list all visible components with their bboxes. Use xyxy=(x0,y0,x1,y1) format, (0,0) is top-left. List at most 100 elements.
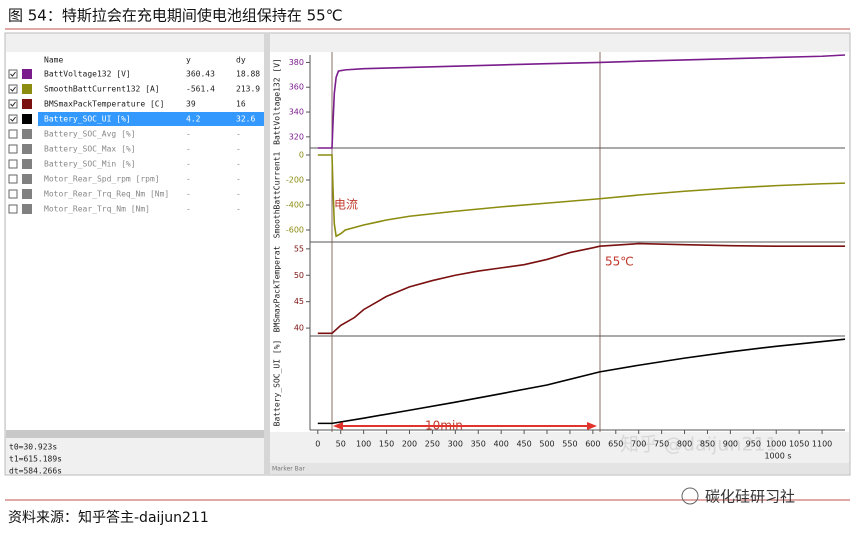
data-line xyxy=(317,242,845,335)
x-tick-label: 300 xyxy=(448,440,463,449)
check xyxy=(10,71,16,77)
cell: Battery_SOC_Max [%] xyxy=(44,145,136,154)
y-axis-label: BattVoltage132 [V] xyxy=(273,58,282,145)
cell: - xyxy=(186,175,191,184)
cell: Battery_SOC_Avg [%] xyxy=(44,130,136,139)
color-swatch xyxy=(22,129,32,139)
y-tick-label: 320 xyxy=(289,132,304,141)
y-tick-label: -200 xyxy=(286,176,304,185)
cell: - xyxy=(186,160,191,169)
cell: - xyxy=(186,205,191,214)
x-tick-label: 450 xyxy=(516,440,531,449)
column-header: Name xyxy=(44,56,63,65)
cell: 39 xyxy=(186,100,196,109)
cell: 32.6 xyxy=(236,115,255,124)
x-tick-label: 950 xyxy=(746,440,761,449)
x-tick-label: 800 xyxy=(677,440,692,449)
y-tick-label: 50 xyxy=(294,271,304,280)
x-tick-label: 1050 xyxy=(789,440,809,449)
cell: - xyxy=(236,205,241,214)
cursor-info: dt=584.266s xyxy=(9,467,62,476)
x-tick-label: 100 xyxy=(356,440,371,449)
y-tick-label: 0 xyxy=(299,151,304,160)
cell: - xyxy=(186,190,191,199)
cell: BMSmaxPackTemperature [C] xyxy=(44,100,164,109)
cell: 213.9 xyxy=(236,85,260,94)
y-tick-label: 55 xyxy=(294,244,304,253)
checkbox xyxy=(8,114,18,124)
x-tick-label: 350 xyxy=(471,440,486,449)
x-tick-label: 150 xyxy=(379,440,394,449)
scrollbar xyxy=(6,430,264,438)
checkbox xyxy=(8,129,18,139)
color-swatch xyxy=(22,204,32,214)
x-tick-label: 600 xyxy=(585,440,600,449)
brand: 碳化硅研习社 xyxy=(705,488,795,506)
cell: Motor_Rear_Trq_Req_Nm [Nm] xyxy=(44,190,169,199)
cell: 16 xyxy=(236,100,246,109)
cell: Motor_Rear_Spd_rpm [rpm] xyxy=(44,175,160,184)
x-tick-label: 50 xyxy=(336,440,346,449)
y-tick-label: -400 xyxy=(286,201,304,210)
cell: - xyxy=(236,190,241,199)
x-tick-label: 0 xyxy=(315,440,320,449)
y-tick-label: 380 xyxy=(289,58,304,67)
checkbox xyxy=(8,144,18,154)
x-tick-label: 650 xyxy=(608,440,623,449)
cell: SmoothBattCurrent132 [A] xyxy=(44,85,160,94)
checkbox xyxy=(8,189,18,199)
y-tick-label: 40 xyxy=(294,324,304,333)
checkbox xyxy=(8,84,18,94)
color-swatch xyxy=(22,114,32,124)
y-tick-label: 340 xyxy=(289,108,304,117)
color-swatch xyxy=(22,99,32,109)
check xyxy=(10,101,16,107)
cell: - xyxy=(186,130,191,139)
data-line xyxy=(317,154,846,238)
marker-bar xyxy=(270,463,849,474)
color-swatch xyxy=(22,174,32,184)
cell: -561.4 xyxy=(186,85,215,94)
cell: - xyxy=(236,130,241,139)
x-tick-label: 700 xyxy=(631,440,646,449)
cell: - xyxy=(236,145,241,154)
cell: Battery_SOC_UI [%] xyxy=(44,115,131,124)
color-swatch xyxy=(22,159,32,169)
cell: Motor_Rear_Trq_Nm [Nm] xyxy=(44,205,150,214)
checkbox xyxy=(8,99,18,109)
annotation: 55℃ xyxy=(605,255,634,269)
cell: 360.43 xyxy=(186,70,215,79)
x-tick-label: 400 xyxy=(494,440,509,449)
cell: - xyxy=(186,145,191,154)
x-tick-label: 500 xyxy=(539,440,554,449)
annotation: 电流 xyxy=(334,198,358,212)
brand-icon xyxy=(681,487,699,505)
y-axis-label: Battery_SOC_UI [%] xyxy=(273,340,282,427)
x-tick-label: 750 xyxy=(654,440,669,449)
data-line xyxy=(317,54,846,149)
x-tick-label: 850 xyxy=(700,440,715,449)
source: 资料来源：知乎答主-daijun211 xyxy=(8,509,209,526)
x-tick-label: 1100 xyxy=(812,440,832,449)
color-swatch xyxy=(22,69,32,79)
channel-list xyxy=(6,52,264,430)
color-swatch xyxy=(22,84,32,94)
check xyxy=(10,86,16,92)
color-swatch xyxy=(22,144,32,154)
splitter xyxy=(264,34,270,474)
check xyxy=(10,116,16,122)
checkbox xyxy=(8,159,18,169)
watermark: 知乎 @daijun211 xyxy=(620,434,778,456)
cursor-info: t0=30.923s xyxy=(9,443,57,452)
column-header: y xyxy=(186,56,191,65)
cell: - xyxy=(236,160,241,169)
cell: - xyxy=(236,175,241,184)
checkbox xyxy=(8,69,18,79)
cursor-info: t1=615.189s xyxy=(9,455,62,464)
x-tick-label: 250 xyxy=(425,440,440,449)
figure-title: 图 54：特斯拉会在充电期间使电池组保持在 55℃ xyxy=(8,7,343,25)
color-swatch xyxy=(22,189,32,199)
checkbox xyxy=(8,204,18,214)
cell: BattVoltage132 [V] xyxy=(44,70,131,79)
marker-bar-label: Marker Bar xyxy=(272,466,305,473)
